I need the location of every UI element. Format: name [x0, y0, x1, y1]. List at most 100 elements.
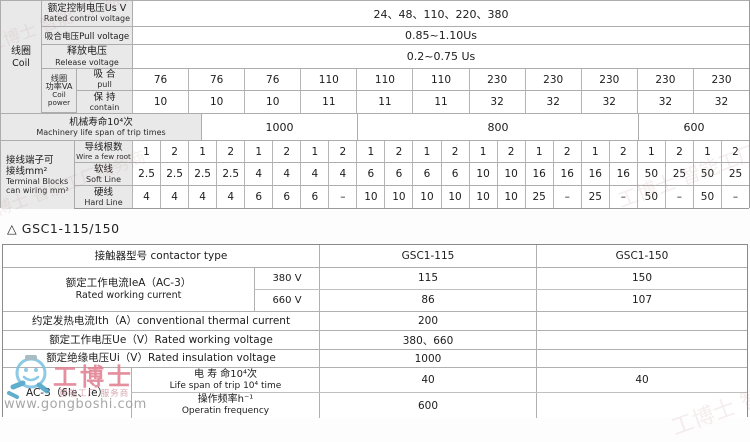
- volt-660v: 660 V: [254, 289, 319, 311]
- table-cell: 230: [692, 69, 750, 90]
- label-cn: 接线mm²: [6, 165, 48, 177]
- table-cell: 1: [524, 141, 553, 162]
- table-cell: 1: [412, 141, 441, 162]
- label-cn: 吸 合: [93, 69, 116, 81]
- table-cell: –: [664, 186, 693, 208]
- label-cn: 接线端子可: [6, 154, 54, 166]
- table-cell: 2: [160, 141, 189, 162]
- label: 额定绝缘电压Ui（V）Rated insulation voltage: [46, 352, 276, 364]
- table-cell: 230: [580, 69, 637, 90]
- rated-current-block: 额定工作电流IeA（AC-3） Rated working current 38…: [3, 268, 747, 312]
- contactor-type-label: 接触器型号 contactor type: [3, 245, 319, 267]
- table-cell: 2.5: [132, 163, 161, 185]
- gsc1-rating-table: 接触器型号 contactor type GSC1-115 GSC1-150 额…: [2, 244, 748, 418]
- insulation-voltage-empty: [536, 350, 747, 367]
- table-cell: 76: [244, 69, 301, 90]
- label-cn: 释放电压: [67, 45, 107, 57]
- label-cn: 导线根数: [84, 141, 123, 153]
- rated-current-label: 额定工作电流IeA（AC-3） Rated working current: [3, 268, 254, 311]
- label-cn: 保 持: [93, 91, 116, 103]
- table-cell: 2: [608, 141, 637, 162]
- table-cell: 25: [720, 163, 750, 185]
- coil-terminal-spec-table: 线圈 Coil 额定控制电压Us V Rated control voltage…: [0, 0, 750, 209]
- current-86: 86: [319, 289, 536, 311]
- table-cell: 11: [356, 91, 413, 113]
- table-cell: 2.5: [216, 163, 245, 185]
- table-cell: 10: [468, 186, 497, 208]
- label-en: Operatin frequency: [181, 406, 270, 417]
- table-cell: 4: [300, 163, 329, 185]
- label-en: power: [47, 98, 71, 107]
- electrical-life-150: 40: [536, 368, 747, 392]
- table-cell: –: [720, 186, 750, 208]
- table-cell: 10: [188, 91, 245, 113]
- label-cn: 电 寿 命10⁴次: [193, 368, 258, 380]
- row-soft-line: 软线 Soft Line 2.5 2.5 2.5 2.5 4 4 4 4 6 6 6 6 10 10 16 1…: [74, 163, 750, 186]
- electrical-life-label: 电 寿 命10⁴次 Life span of trip 10⁴ time: [131, 368, 319, 392]
- label-en: contain: [89, 102, 120, 112]
- coil-label-en: Coil: [12, 57, 30, 69]
- table-cell: 4: [160, 186, 189, 208]
- row-current-660v: 660 V 86 107: [254, 289, 747, 311]
- soft-line-label: 软线 Soft Line: [74, 163, 132, 185]
- table-cell: 1: [692, 141, 721, 162]
- watermark-url: www.gongboshi.com: [4, 397, 147, 412]
- mech-life-value-800: 800: [357, 114, 638, 140]
- table-cell: 230: [636, 69, 693, 90]
- table-cell: 2: [552, 141, 581, 162]
- label-cn: 软线: [93, 163, 113, 175]
- electrical-life-115: 40: [319, 368, 536, 392]
- table-cell: 230: [468, 69, 525, 90]
- terminal-block: 接线端子可 接线mm² Terminal Blocks can wiring m…: [1, 141, 750, 209]
- row-thermal-current: 约定发热电流Ith（A）conventional thermal current…: [3, 312, 747, 331]
- table-cell: 2: [216, 141, 245, 162]
- hard-line-values: 4 4 4 4 6 6 6–10 10 10 10 10 10 25–25–50–50–: [132, 186, 750, 208]
- rated-control-voltage-value: 24、48、110、220、380: [132, 1, 749, 26]
- table-cell: 6: [300, 186, 329, 208]
- table-cell: 4: [188, 186, 217, 208]
- label-cn: 额定工作电流IeA（AC-3）: [65, 277, 192, 290]
- row-current-380v: 380 V 115 150: [254, 268, 747, 290]
- hard-line-label: 硬线 Hard Line: [74, 186, 132, 208]
- row-hard-line: 硬线 Hard Line 4 4 4 4 6 6 6–10 10 10 10 10 10 25–25–5…: [74, 186, 750, 209]
- section-title: △ GSC1-115/150: [7, 221, 120, 236]
- table-cell: 25: [524, 186, 553, 208]
- table-cell: –: [608, 186, 637, 208]
- release-voltage-value: 0.2~0.75 Us: [132, 45, 749, 68]
- insulation-voltage-label: 额定绝缘电压Ui（V）Rated insulation voltage: [3, 350, 319, 367]
- current-115: 115: [319, 268, 536, 289]
- table-cell: 2: [496, 141, 525, 162]
- working-voltage-value: 380、660: [319, 331, 536, 349]
- insulation-voltage-value: 1000: [319, 350, 536, 367]
- table-cell: 230: [524, 69, 581, 90]
- label-cn: 机械寿命10⁴次: [69, 116, 133, 128]
- table-cell: 1: [300, 141, 329, 162]
- coil-power-label: 线圈 功率VA Coil power: [41, 69, 76, 113]
- row-pull-voltage: 吸合电压Pull voltage 0.85~1.10Us: [41, 27, 749, 45]
- label: 额定工作电压Ue（V）Rated working voltage: [49, 333, 273, 346]
- table-cell: 6: [412, 163, 441, 185]
- watermark-tagline: 智能工厂 服务商: [59, 389, 130, 399]
- ac3-block: AC-3（6Ie、Ie） 电 寿 命10⁴次 Life span of trip…: [3, 368, 747, 418]
- contain-values: 10 10 10 11 11 11 32 32 32 32 32: [132, 91, 750, 113]
- rated-control-voltage-label: 额定控制电压Us V Rated control voltage: [41, 1, 132, 26]
- mech-life-value-600: 600: [638, 114, 749, 140]
- table-cell: 16: [552, 163, 581, 185]
- table-cell: 4: [216, 186, 245, 208]
- table-cell: 16: [524, 163, 553, 185]
- row-release-voltage: 释放电压 Release voltage 0.2~0.75 Us: [41, 45, 749, 69]
- table-cell: 76: [188, 69, 245, 90]
- table-cell: 25: [664, 163, 693, 185]
- table-cell: 32: [524, 91, 581, 113]
- row-rated-control-voltage: 额定控制电压Us V Rated control voltage 24、48、1…: [41, 1, 749, 27]
- table-cell: 10: [384, 186, 413, 208]
- mechanical-life-label: 机械寿命10⁴次 Machinery life span of trip tim…: [1, 114, 201, 140]
- row-mechanical-life: 机械寿命10⁴次 Machinery life span of trip tim…: [1, 113, 749, 141]
- watermark-brand-text: 工博士: [53, 363, 134, 391]
- contain-sublabel: 保 持 contain: [76, 91, 132, 113]
- thermal-current-empty: [536, 312, 747, 330]
- table-cell: 6: [440, 163, 469, 185]
- label-en: Hard Line: [84, 197, 123, 207]
